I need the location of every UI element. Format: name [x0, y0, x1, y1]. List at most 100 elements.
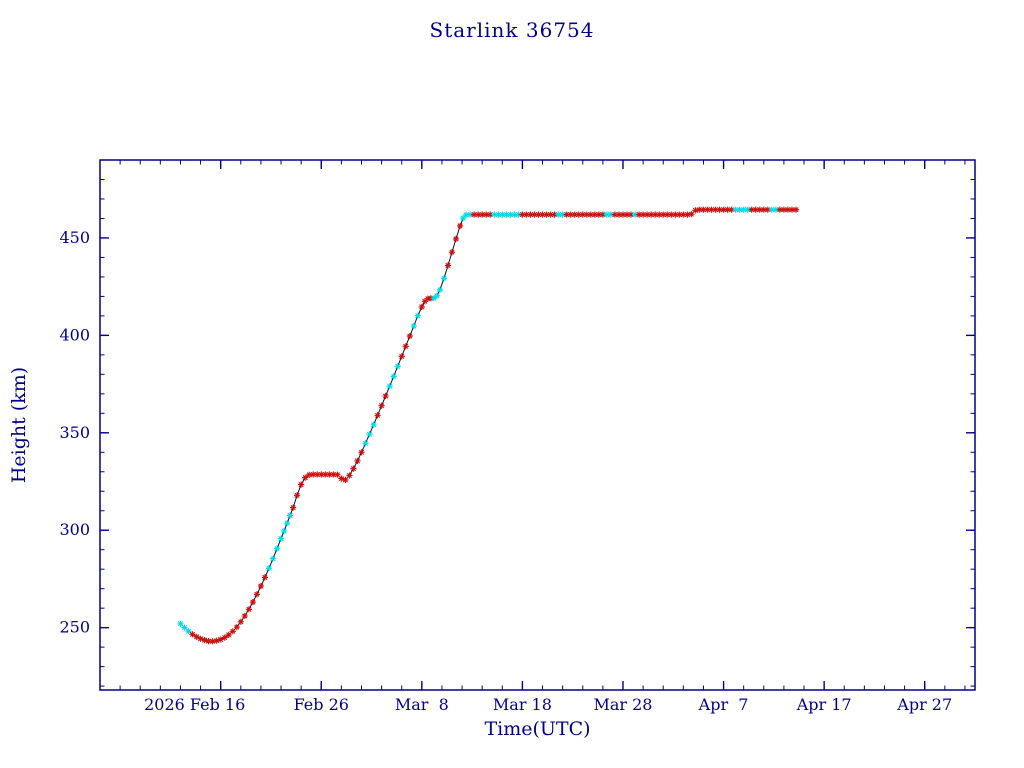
cyan-marker: [507, 211, 514, 218]
cyan-marker: [555, 211, 562, 218]
red-marker: [334, 471, 341, 478]
red-marker: [318, 471, 325, 478]
red-marker: [326, 471, 333, 478]
red-marker: [640, 211, 647, 218]
red-marker: [418, 303, 425, 310]
red-marker: [579, 211, 586, 218]
cyan-marker: [460, 215, 467, 222]
red-marker: [310, 471, 317, 478]
red-marker: [354, 457, 361, 464]
red-marker: [672, 211, 679, 218]
red-marker: [547, 211, 554, 218]
red-marker: [233, 624, 240, 631]
red-marker: [257, 583, 264, 590]
red-marker: [587, 211, 594, 218]
red-marker: [338, 475, 345, 482]
x-tick-label: Apr 7: [698, 695, 749, 714]
red-marker: [298, 481, 305, 488]
cyan-marker: [772, 206, 779, 213]
red-marker: [716, 206, 723, 213]
red-marker: [611, 211, 618, 218]
cyan-marker: [495, 211, 502, 218]
red-marker: [535, 211, 542, 218]
red-marker: [760, 206, 767, 213]
cyan-marker: [515, 211, 522, 218]
red-marker: [322, 471, 329, 478]
red-marker: [527, 211, 534, 218]
red-marker: [253, 591, 260, 598]
red-marker: [531, 211, 538, 218]
cyan-marker: [559, 211, 566, 218]
cyan-marker: [366, 431, 373, 438]
cyan-marker: [736, 206, 743, 213]
red-marker: [241, 612, 248, 620]
connecting-line: [180, 209, 796, 642]
red-marker: [680, 211, 687, 218]
red-marker: [261, 574, 268, 581]
cyan-marker: [410, 322, 417, 330]
red-marker: [712, 206, 719, 213]
cyan-marker: [370, 421, 377, 428]
red-marker: [704, 206, 711, 213]
red-marker: [619, 211, 627, 218]
red-marker: [237, 618, 244, 625]
red-marker: [595, 211, 602, 218]
red-marker: [402, 343, 409, 350]
red-marker: [330, 471, 337, 478]
cyan-marker: [277, 535, 285, 542]
red-marker: [652, 211, 659, 218]
y-tick-label: 300: [59, 520, 90, 539]
red-marker: [636, 211, 643, 218]
cyan-marker: [740, 206, 747, 213]
red-marker: [406, 333, 413, 340]
red-marker: [523, 211, 530, 218]
red-marker: [788, 206, 796, 213]
red-marker: [615, 211, 623, 218]
cyan-marker: [744, 206, 751, 213]
red-marker: [374, 412, 381, 419]
red-marker: [708, 206, 715, 213]
red-marker: [792, 206, 800, 213]
cyan-marker: [390, 373, 397, 380]
x-tick-label: Apr 27: [896, 695, 952, 714]
red-marker: [342, 476, 349, 483]
red-marker: [189, 631, 196, 638]
plot-frame: [99, 159, 976, 691]
cyan-marker: [436, 286, 443, 293]
cyan-marker: [732, 206, 739, 213]
red-marker: [752, 206, 759, 213]
red-marker: [543, 211, 550, 218]
red-marker: [487, 211, 494, 218]
red-marker: [201, 637, 208, 644]
red-marker: [350, 465, 357, 472]
red-marker: [225, 631, 232, 638]
red-marker: [623, 211, 631, 218]
cyan-marker: [284, 520, 291, 527]
cyan-marker: [287, 512, 294, 519]
axes: 2026 Feb 16 Feb 26 Mar 8 Mar 18 Mar 28 Apr 7 A…: [59, 159, 976, 714]
red-marker: [452, 235, 460, 242]
cyan-marker: [362, 440, 369, 447]
y-tick-label: 250: [59, 618, 90, 637]
red-marker: [676, 211, 683, 218]
red-marker: [519, 211, 526, 218]
red-marker: [684, 211, 691, 218]
red-marker: [213, 637, 220, 644]
red-marker: [656, 211, 663, 218]
cyan-marker: [386, 383, 393, 390]
x-tick-label: 2026 Feb 16: [144, 695, 245, 714]
red-marker: [457, 222, 464, 229]
red-marker: [627, 211, 635, 218]
red-marker: [748, 206, 755, 213]
cyan-marker: [632, 211, 639, 218]
red-marker: [567, 211, 574, 218]
cyan-marker: [414, 312, 421, 319]
red-marker: [378, 402, 385, 409]
cyan-marker: [603, 211, 610, 218]
red-marker: [197, 635, 204, 642]
cyan-marker: [281, 527, 288, 535]
red-marker: [688, 211, 695, 218]
red-marker: [302, 474, 309, 481]
red-marker: [591, 211, 598, 218]
red-marker: [249, 599, 256, 606]
